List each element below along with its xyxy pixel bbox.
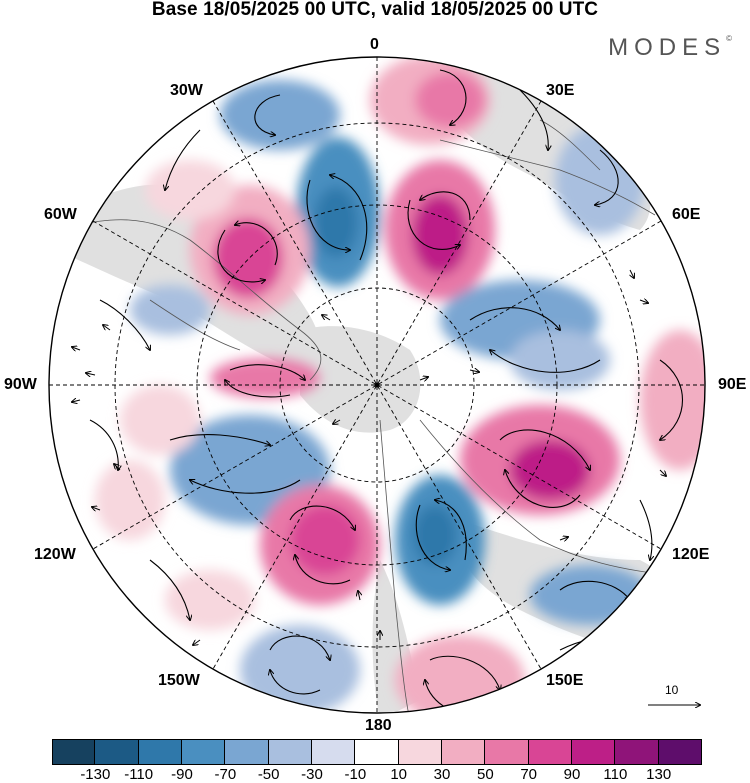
colorbar-swatch <box>615 739 659 765</box>
colorbar-swatch <box>52 739 96 765</box>
lon-label-150w: 150W <box>158 672 200 689</box>
colorbar-tick-label: -130 <box>80 766 111 783</box>
lon-label-180: 180 <box>365 717 392 734</box>
colorbar-tick-label: -70 <box>214 766 237 783</box>
colorbar-swatch <box>398 739 442 765</box>
wind-streamlines <box>89 69 683 713</box>
colorbar-swatch <box>355 739 399 765</box>
lon-label-0: 0 <box>370 36 379 53</box>
coastlines <box>59 119 671 713</box>
chart-title: Base 18/05/2025 00 UTC, valid 18/05/2025… <box>151 0 599 20</box>
colorbar-tick-label: 10 <box>390 766 407 783</box>
lon-label-60e: 60E <box>672 206 701 223</box>
map-disc <box>49 57 705 713</box>
colorbar-tick-label: 50 <box>476 766 494 783</box>
brand-text: MODES <box>608 34 727 61</box>
lon-label-30w: 30W <box>170 82 203 99</box>
colorbar-tick-label: 30 <box>433 766 451 783</box>
colorbar-tick-label: -30 <box>301 766 323 783</box>
colorbar-swatch <box>225 739 269 765</box>
colorbar-tick-label: 130 <box>646 766 672 783</box>
colorbar-tick-label: -90 <box>171 766 193 783</box>
colorbar-tick-label: 90 <box>563 766 581 783</box>
colorbar-swatch <box>572 739 616 765</box>
colorbar-tick-label: 70 <box>520 766 537 783</box>
map-boundary <box>48 56 706 714</box>
colorbar-swatch <box>485 739 529 765</box>
graticule <box>49 57 705 713</box>
lon-label-30e: 30E <box>546 82 575 99</box>
colorbar-tick-label: -50 <box>257 766 280 783</box>
colorbar-swatch <box>182 739 226 765</box>
colorbar-frame <box>52 739 702 765</box>
colorbar-ticks: -130 -110 -90 -70 -50 -30 -10 10 30 50 70 90 110 130 <box>52 766 702 783</box>
colorbar-swatch <box>312 739 356 765</box>
copyright-mark: © <box>726 34 732 43</box>
colorbar-swatch <box>268 739 312 765</box>
lon-label-60w: 60W <box>44 206 77 223</box>
reference-vector-label: 10 <box>665 683 679 697</box>
lon-label-90w: 90W <box>4 376 37 393</box>
lon-label-120w: 120W <box>34 546 76 563</box>
colorbar-swatch <box>528 739 572 765</box>
lon-label-150e: 150E <box>546 672 584 689</box>
colorbar-tick-label: -110 <box>124 766 154 783</box>
lon-label-120e: 120E <box>672 546 710 563</box>
colorbar-swatch <box>138 739 182 765</box>
modes-logo: MODES© <box>608 34 732 62</box>
colorbar-tick-label: 110 <box>603 766 628 783</box>
colorbar-tick-label: -10 <box>344 766 367 783</box>
lon-label-90e: 90E <box>718 376 747 393</box>
colorbar <box>52 739 702 765</box>
north-pole-marker <box>374 382 380 388</box>
colorbar-swatch <box>95 739 139 765</box>
colorbar-swatch <box>442 739 486 765</box>
